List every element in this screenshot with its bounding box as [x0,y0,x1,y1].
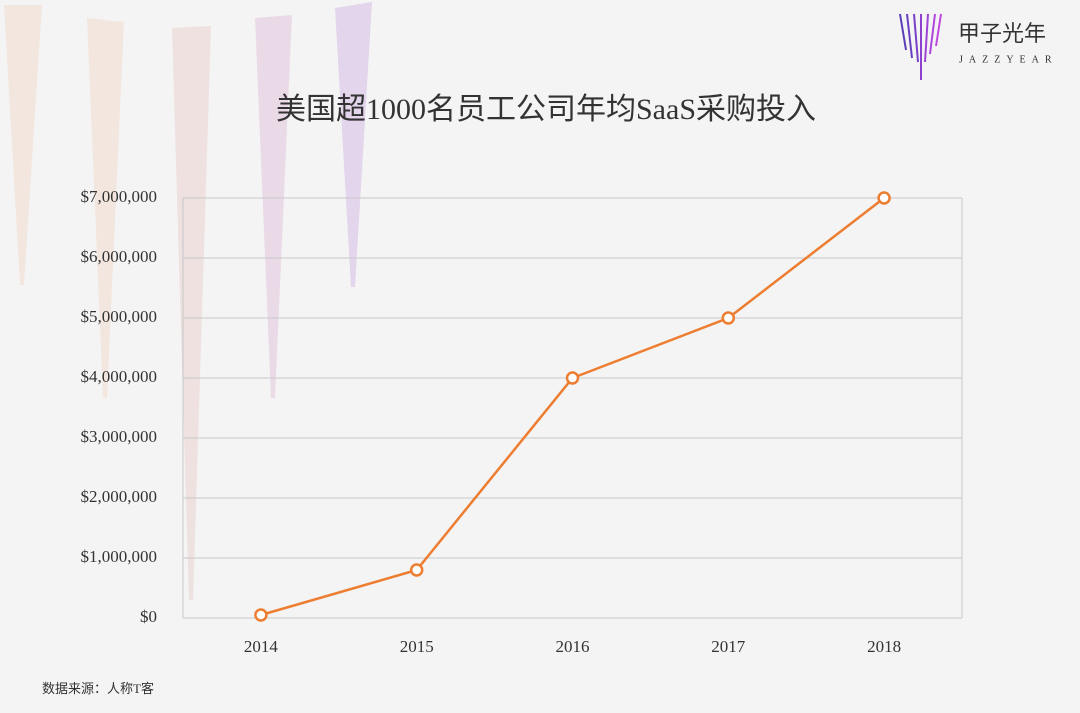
x-tick-label: 2016 [556,637,590,656]
stripe [87,18,124,398]
y-tick-label: $3,000,000 [81,427,158,446]
y-tick-label: $0 [140,607,157,626]
x-tick-label: 2017 [711,637,746,656]
logo-bar [899,13,907,51]
stripe [255,15,292,398]
data-point [721,311,736,325]
stripe [4,5,42,285]
logo-bar [913,13,919,63]
chart-title: 美国超1000名员工公司年均SaaS采购投入 [276,93,816,126]
stripe [335,2,372,287]
source: 数据来源：人称T客 [42,681,154,696]
y-tick-label: $7,000,000 [81,187,158,206]
logo-sub: JAZZYEAR [959,54,1058,65]
logo: 甲子光年 JAZZYEAR [899,13,1058,80]
y-tick-label: $2,000,000 [81,487,158,506]
y-tick-label: $4,000,000 [81,367,158,386]
y-tick-label: $5,000,000 [81,307,158,326]
logo-bar [929,13,936,55]
data-point [254,608,268,622]
stripe [172,26,211,600]
x-tick-label: 2018 [867,637,901,656]
data-point [877,191,891,205]
logo-name: 甲子光年 [958,21,1046,46]
x-tick-label: 2015 [400,637,434,656]
x-tick-label: 2014 [244,637,279,656]
data-point [409,563,424,577]
data-point [565,371,580,385]
logo-bar [906,13,913,59]
logo-bar [935,13,942,47]
y-tick-label: $6,000,000 [81,247,158,266]
decoration [4,2,372,600]
y-tick-label: $1,000,000 [81,547,158,566]
logo-bar [924,13,929,63]
